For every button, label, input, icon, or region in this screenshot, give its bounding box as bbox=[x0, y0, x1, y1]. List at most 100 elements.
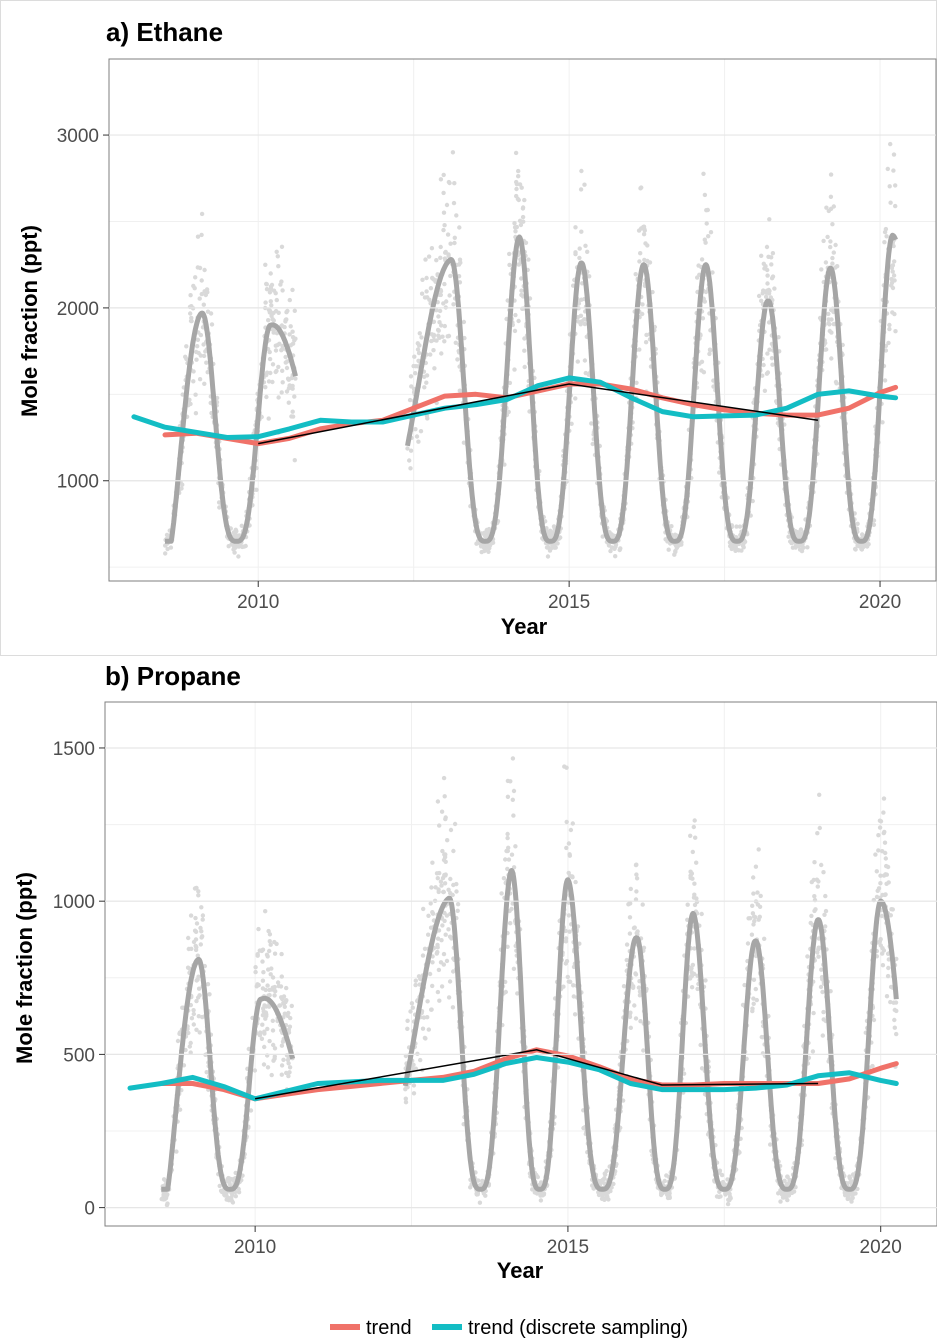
data-point bbox=[514, 193, 519, 199]
data-point bbox=[698, 1042, 703, 1048]
data-point bbox=[849, 1197, 854, 1202]
data-point bbox=[200, 913, 206, 918]
data-point bbox=[435, 989, 441, 995]
data-point bbox=[446, 253, 451, 259]
data-point bbox=[180, 1005, 185, 1010]
data-point bbox=[505, 831, 510, 837]
data-point bbox=[275, 980, 281, 985]
data-point bbox=[278, 282, 283, 287]
data-point bbox=[428, 901, 433, 906]
data-point bbox=[521, 219, 526, 224]
data-point bbox=[507, 251, 512, 257]
data-point bbox=[850, 1172, 856, 1177]
data-point bbox=[279, 1043, 285, 1048]
data-point bbox=[455, 902, 461, 907]
data-point bbox=[520, 214, 526, 220]
data-point bbox=[871, 522, 877, 527]
data-point bbox=[602, 1171, 607, 1176]
data-point bbox=[275, 254, 280, 259]
data-point bbox=[446, 995, 452, 1000]
data-point bbox=[815, 831, 820, 836]
data-point bbox=[265, 983, 270, 988]
data-point bbox=[271, 1058, 276, 1063]
data-point bbox=[427, 297, 432, 302]
data-point bbox=[630, 985, 636, 990]
data-point bbox=[505, 866, 510, 872]
data-point bbox=[455, 908, 460, 913]
data-point bbox=[423, 257, 428, 262]
data-point bbox=[599, 1196, 605, 1201]
plot-area-ethane: 1000 2000 3000 2010 2015 2020 bbox=[57, 58, 937, 613]
data-point bbox=[271, 310, 276, 316]
y-tick-label: 3000 bbox=[57, 126, 99, 147]
data-point bbox=[613, 544, 618, 549]
data-point bbox=[888, 913, 893, 918]
data-point bbox=[627, 915, 633, 920]
data-point bbox=[209, 322, 215, 327]
data-point bbox=[817, 792, 822, 797]
data-point bbox=[767, 347, 772, 352]
legend: trend trend (discrete sampling) bbox=[0, 1312, 937, 1340]
data-point bbox=[576, 319, 581, 324]
data-point bbox=[582, 358, 588, 363]
data-point bbox=[880, 420, 885, 425]
data-point bbox=[267, 948, 272, 954]
data-point bbox=[577, 255, 582, 261]
legend-label-trend: trend bbox=[366, 1317, 412, 1339]
data-point bbox=[204, 360, 209, 365]
data-point bbox=[891, 152, 897, 157]
data-point bbox=[764, 244, 770, 250]
data-point bbox=[191, 1011, 196, 1017]
y-tick-label: 1500 bbox=[53, 739, 95, 760]
data-point bbox=[628, 1025, 633, 1030]
x-axis-label-propane: Year bbox=[497, 1258, 544, 1283]
data-point bbox=[481, 545, 486, 550]
y-tick-label: 1000 bbox=[53, 892, 95, 913]
data-point bbox=[262, 1029, 267, 1034]
data-point bbox=[547, 548, 553, 553]
data-point bbox=[590, 441, 595, 447]
data-point bbox=[765, 273, 770, 278]
data-point bbox=[886, 957, 891, 962]
data-point bbox=[446, 927, 451, 932]
data-point bbox=[441, 962, 446, 967]
data-point bbox=[441, 889, 446, 895]
data-point bbox=[708, 230, 714, 235]
data-point bbox=[442, 281, 447, 287]
data-point bbox=[635, 929, 640, 934]
data-point bbox=[451, 848, 456, 854]
data-point bbox=[413, 371, 418, 376]
data-point bbox=[638, 1019, 643, 1024]
data-point bbox=[830, 222, 835, 227]
data-point bbox=[269, 303, 274, 308]
data-point bbox=[451, 969, 456, 974]
data-point bbox=[283, 354, 288, 360]
data-point bbox=[519, 292, 524, 298]
data-point bbox=[427, 971, 433, 977]
data-point bbox=[575, 359, 580, 364]
data-point bbox=[419, 335, 424, 340]
data-point bbox=[408, 374, 414, 379]
data-point bbox=[785, 1197, 790, 1203]
data-point bbox=[891, 243, 896, 249]
data-point bbox=[202, 267, 207, 273]
data-point bbox=[197, 993, 202, 998]
data-point bbox=[751, 996, 756, 1001]
data-point bbox=[569, 421, 574, 426]
data-point bbox=[197, 265, 203, 271]
data-point bbox=[443, 250, 448, 255]
data-point bbox=[523, 240, 529, 245]
data-point bbox=[828, 239, 833, 244]
y-axis-label-propane: Mole fraction (ppt) bbox=[12, 872, 37, 1064]
data-point bbox=[413, 982, 418, 988]
piecewise-trend-line bbox=[254, 1049, 819, 1100]
data-point bbox=[811, 1010, 816, 1016]
data-point bbox=[669, 524, 674, 529]
data-point bbox=[828, 989, 833, 994]
data-point bbox=[267, 290, 273, 295]
data-point bbox=[756, 293, 762, 299]
data-point bbox=[408, 448, 414, 453]
data-point bbox=[174, 1149, 179, 1154]
data-point bbox=[831, 250, 836, 255]
data-point bbox=[279, 348, 284, 353]
